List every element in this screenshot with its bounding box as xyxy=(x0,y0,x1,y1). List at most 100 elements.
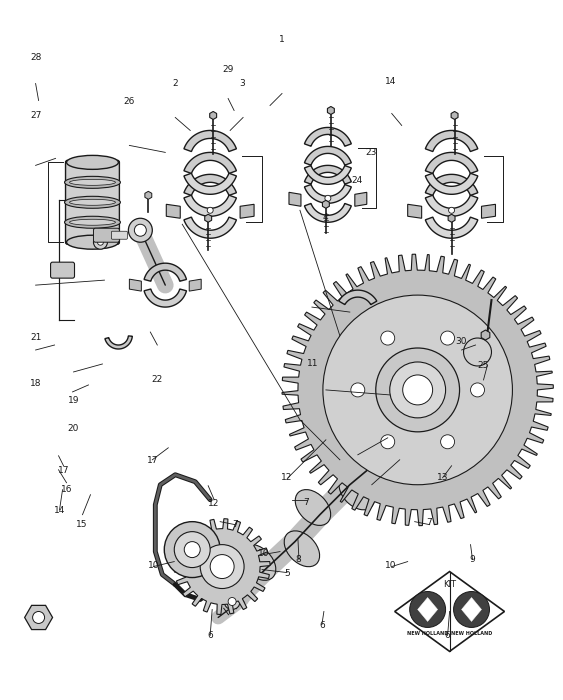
Ellipse shape xyxy=(66,235,118,249)
Circle shape xyxy=(184,542,200,558)
Circle shape xyxy=(463,338,491,366)
Polygon shape xyxy=(289,193,301,206)
Circle shape xyxy=(325,195,331,202)
Circle shape xyxy=(97,239,104,245)
Text: 14: 14 xyxy=(385,76,397,85)
Text: 7: 7 xyxy=(303,498,309,507)
Polygon shape xyxy=(184,174,236,195)
Text: 28: 28 xyxy=(30,53,42,62)
Text: 23: 23 xyxy=(366,148,377,158)
Text: 13: 13 xyxy=(437,473,449,482)
Circle shape xyxy=(351,383,365,397)
Text: 12: 12 xyxy=(282,473,293,482)
Ellipse shape xyxy=(69,199,115,205)
Text: 10: 10 xyxy=(385,561,397,570)
Text: 6: 6 xyxy=(207,631,213,640)
Polygon shape xyxy=(184,130,236,152)
Text: 20: 20 xyxy=(67,424,78,433)
Text: 18: 18 xyxy=(30,379,42,388)
Polygon shape xyxy=(129,279,141,291)
Ellipse shape xyxy=(284,531,320,567)
Polygon shape xyxy=(184,153,236,174)
Polygon shape xyxy=(240,204,254,218)
Polygon shape xyxy=(166,204,180,218)
Polygon shape xyxy=(105,336,132,349)
Polygon shape xyxy=(305,185,351,203)
Text: 2: 2 xyxy=(172,78,177,88)
Circle shape xyxy=(454,592,489,627)
Circle shape xyxy=(381,331,395,345)
Ellipse shape xyxy=(339,474,374,510)
Circle shape xyxy=(135,224,146,236)
Text: NEW HOLLAND: NEW HOLLAND xyxy=(451,631,492,636)
Ellipse shape xyxy=(355,435,391,470)
Circle shape xyxy=(471,383,485,397)
Text: 16: 16 xyxy=(61,485,73,494)
Text: 15: 15 xyxy=(77,520,88,529)
Polygon shape xyxy=(425,173,478,195)
Polygon shape xyxy=(305,127,351,146)
Polygon shape xyxy=(144,263,186,281)
Ellipse shape xyxy=(65,216,120,228)
Polygon shape xyxy=(305,204,351,222)
Text: 6: 6 xyxy=(319,622,325,631)
Polygon shape xyxy=(189,279,201,291)
Text: 7: 7 xyxy=(233,520,238,529)
Polygon shape xyxy=(425,174,478,195)
Polygon shape xyxy=(395,572,504,652)
Text: 6: 6 xyxy=(444,631,450,640)
Circle shape xyxy=(381,435,395,449)
Circle shape xyxy=(128,218,153,242)
Polygon shape xyxy=(184,195,236,216)
Circle shape xyxy=(323,295,512,484)
Polygon shape xyxy=(425,195,478,216)
Text: 14: 14 xyxy=(54,506,65,515)
Circle shape xyxy=(228,598,236,606)
Text: 10: 10 xyxy=(148,561,159,570)
Polygon shape xyxy=(481,204,495,218)
Text: 27: 27 xyxy=(30,111,42,120)
Polygon shape xyxy=(175,519,270,615)
Text: 26: 26 xyxy=(123,97,135,106)
Polygon shape xyxy=(408,204,422,218)
Polygon shape xyxy=(425,153,478,174)
Circle shape xyxy=(33,612,44,624)
Polygon shape xyxy=(418,598,437,622)
Text: 11: 11 xyxy=(307,360,318,368)
Text: 21: 21 xyxy=(30,333,42,342)
Circle shape xyxy=(200,545,244,589)
FancyBboxPatch shape xyxy=(65,160,119,244)
Ellipse shape xyxy=(69,179,115,186)
Circle shape xyxy=(441,435,454,449)
Polygon shape xyxy=(425,130,478,152)
Circle shape xyxy=(390,362,445,418)
Ellipse shape xyxy=(65,176,120,188)
Circle shape xyxy=(93,235,108,249)
Text: 22: 22 xyxy=(151,374,163,384)
Text: 17: 17 xyxy=(58,466,69,475)
Polygon shape xyxy=(144,289,186,307)
Text: 30: 30 xyxy=(455,337,467,346)
Ellipse shape xyxy=(240,545,276,580)
Text: 9: 9 xyxy=(470,555,475,564)
Circle shape xyxy=(164,522,220,578)
Circle shape xyxy=(449,207,454,214)
Text: 8: 8 xyxy=(296,555,301,564)
Ellipse shape xyxy=(295,489,330,526)
Text: 3: 3 xyxy=(239,78,245,88)
Polygon shape xyxy=(305,146,351,165)
Text: 7: 7 xyxy=(426,518,431,527)
Circle shape xyxy=(441,331,454,345)
Polygon shape xyxy=(339,290,377,304)
FancyBboxPatch shape xyxy=(51,262,74,278)
Text: 12: 12 xyxy=(208,499,220,508)
Polygon shape xyxy=(282,254,553,526)
Text: 1: 1 xyxy=(279,34,284,43)
Polygon shape xyxy=(425,217,478,238)
Circle shape xyxy=(210,554,234,578)
Polygon shape xyxy=(355,193,367,206)
Ellipse shape xyxy=(66,155,118,169)
FancyBboxPatch shape xyxy=(111,231,127,239)
Text: 10: 10 xyxy=(258,550,269,559)
Text: 24: 24 xyxy=(352,176,363,186)
